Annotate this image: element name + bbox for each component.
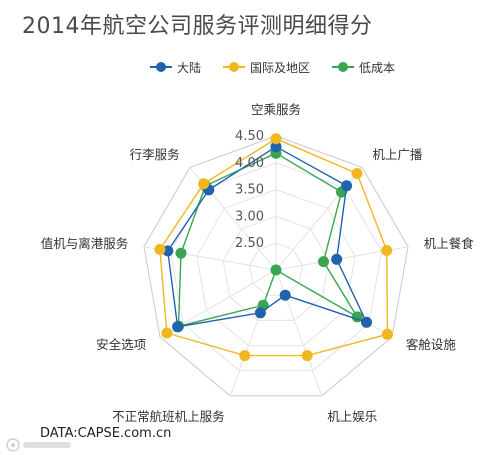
category-label: 不正常航班机上服务 xyxy=(112,409,225,424)
data-point-1-2[interactable] xyxy=(381,245,393,256)
data-point-1-8[interactable] xyxy=(198,178,210,190)
data-point-1-1[interactable] xyxy=(351,168,363,179)
series-1 xyxy=(154,133,393,362)
legend-label: 大陆 xyxy=(177,60,202,75)
category-label: 客舱设施 xyxy=(406,337,457,352)
data-point-0-6[interactable] xyxy=(172,321,184,333)
legend-swatch xyxy=(223,61,246,73)
data-point-0-0[interactable] xyxy=(270,141,282,153)
data-point-1-0[interactable] xyxy=(270,133,282,145)
legend-label: 低成本 xyxy=(359,60,396,75)
data-point-0-2[interactable] xyxy=(331,253,343,265)
data-point-2-7[interactable] xyxy=(175,247,187,259)
legend-item-2[interactable]: 低成本 xyxy=(332,59,395,76)
series-line-0 xyxy=(167,145,368,328)
data-point-2-2[interactable] xyxy=(318,256,329,268)
legend-item-1[interactable]: 国际及地区 xyxy=(223,59,310,76)
data-point-0-3[interactable] xyxy=(361,316,372,328)
data-point-0-5[interactable] xyxy=(254,307,266,319)
radar-labels: 2.50 3.00 3.50 4.00 4.50 空乘服务机上广播机上餐食客舱设施机上娱乐… xyxy=(41,102,474,424)
category-label: 机上餐食 xyxy=(424,236,475,251)
grid-ring-4 xyxy=(143,135,409,397)
series-line-1 xyxy=(159,137,389,357)
legend-item-0[interactable]: 大陆 xyxy=(150,59,201,76)
watermark-logo xyxy=(6,438,71,452)
data-point-0-4[interactable] xyxy=(279,289,291,301)
grid-spoke-4 xyxy=(275,269,323,397)
data-point-1-4[interactable] xyxy=(301,350,313,362)
radar-series xyxy=(154,133,393,362)
data-point-0-1[interactable] xyxy=(341,180,353,192)
data-point-1-5[interactable] xyxy=(239,350,251,362)
r-tick-label: 3.50 xyxy=(235,183,264,198)
category-label: 行李服务 xyxy=(130,147,180,162)
r-tick-label: 3.00 xyxy=(235,209,264,224)
series-0 xyxy=(162,141,372,333)
data-point-1-6[interactable] xyxy=(161,327,173,339)
legend-swatch xyxy=(150,61,172,73)
data-source: DATA:CAPSE.com.cn xyxy=(40,426,172,441)
category-label: 安全选项 xyxy=(96,337,146,352)
category-label: 值机与离港服务 xyxy=(41,236,129,251)
legend-label: 国际及地区 xyxy=(250,60,311,75)
legend: 大陆 国际及地区 低成本 xyxy=(150,59,417,75)
data-point-1-7[interactable] xyxy=(154,244,166,255)
r-tick-label: 4.50 xyxy=(235,129,264,144)
series-2 xyxy=(173,147,363,332)
grid-ring-1 xyxy=(222,215,330,321)
grid-ring-2 xyxy=(196,189,356,347)
data-point-1-3[interactable] xyxy=(381,328,393,340)
r-tick-label: 2.50 xyxy=(235,236,264,251)
category-label: 机上娱乐 xyxy=(327,409,377,424)
chart-title: 2014年航空公司服务评测明细得分 xyxy=(22,14,373,39)
legend-swatch xyxy=(332,61,355,73)
data-point-2-4[interactable] xyxy=(270,264,282,276)
category-label: 空乘服务 xyxy=(251,102,301,117)
category-label: 机上广播 xyxy=(372,147,423,162)
r-tick-label: 4.00 xyxy=(235,156,264,171)
series-line-2 xyxy=(177,152,358,328)
grid-ring-0 xyxy=(249,242,303,296)
